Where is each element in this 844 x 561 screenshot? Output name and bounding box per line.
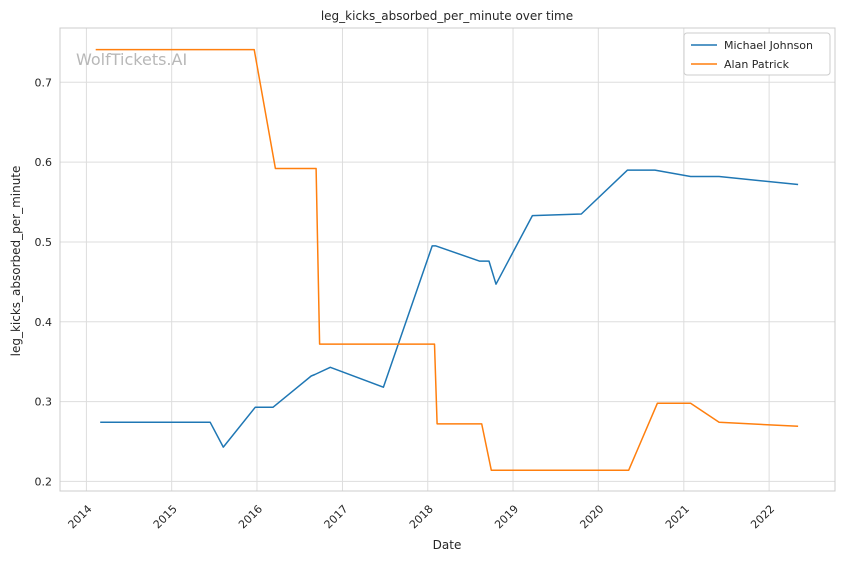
y-tick-label: 0.4 [35,316,53,329]
y-tick-label: 0.3 [35,396,53,409]
x-axis-title: Date [433,538,462,552]
watermark-text: WolfTickets.AI [76,50,187,69]
series-lines [95,48,799,471]
y-axis-title: leg_kicks_absorbed_per_minute [9,166,23,357]
chart-title: leg_kicks_absorbed_per_minute over time [321,9,573,23]
y-tick-label: 0.7 [35,76,53,89]
series-line-michael-johnson [100,169,799,448]
legend: Michael Johnson Alan Patrick [683,32,831,76]
plot-area-frame [59,27,836,492]
y-tick-label: 0.5 [35,236,53,249]
grid-lines [60,28,835,491]
y-tick-label: 0.2 [35,475,53,488]
y-tick-label: 0.6 [35,156,53,169]
legend-label-michael-johnson: Michael Johnson [724,39,813,52]
legend-box [683,32,831,76]
series-line-alan-patrick [95,48,799,471]
legend-label-alan-patrick: Alan Patrick [724,58,790,71]
